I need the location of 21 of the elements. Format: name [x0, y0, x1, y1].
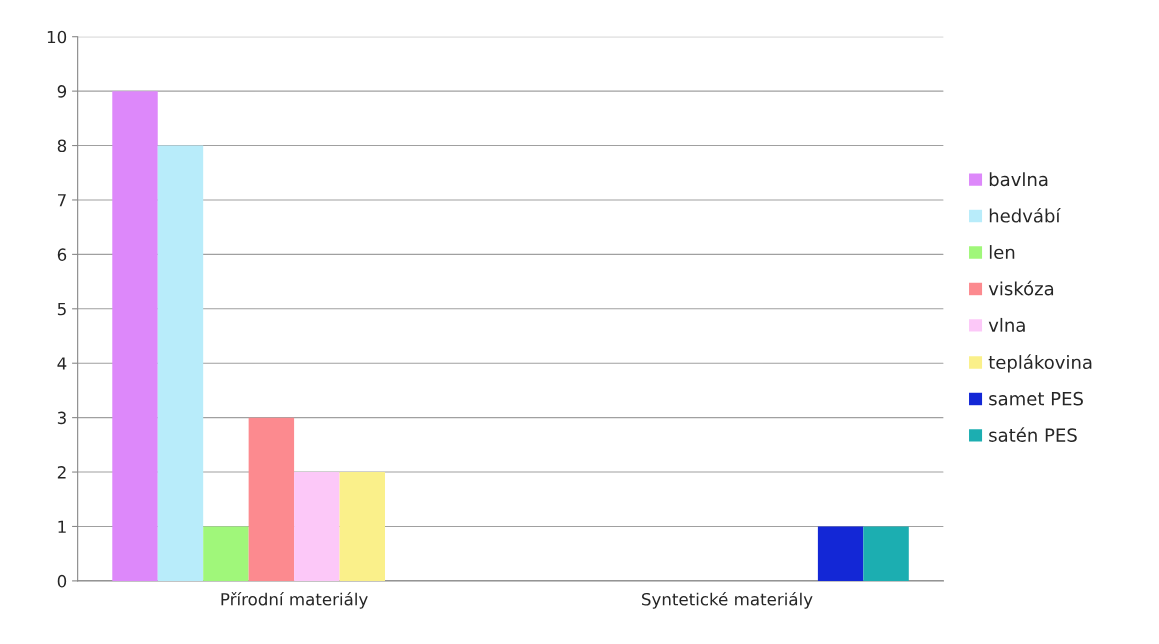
y-tick-label: 9: [57, 85, 67, 98]
legend-label: hedvábí: [989, 207, 1061, 223]
y-tick-label: 6: [57, 248, 67, 261]
y-tick-label: 10: [47, 30, 67, 44]
y-tick-label: 7: [58, 194, 66, 207]
legend-label: viskóza: [988, 280, 1054, 296]
legend-label: teplákovina: [988, 354, 1092, 373]
y-tick-label: 1: [58, 520, 66, 533]
y-tick-label: 5: [57, 302, 66, 316]
x-tick-label: Přírodní materiály: [221, 592, 368, 609]
y-tick-label: 8: [57, 139, 67, 153]
legend-label: samet PES: [989, 391, 1083, 406]
y-tick-label: 0: [57, 574, 67, 588]
x-tick-label: Syntetické materiály: [642, 592, 813, 609]
legend-label: vlna: [988, 317, 1025, 332]
legend-label: satén PES: [989, 427, 1077, 442]
y-tick-label: 3: [57, 411, 66, 425]
legend-label: len: [989, 245, 1015, 260]
legend-label: bavlna: [989, 172, 1048, 187]
y-tick-label: 2: [57, 466, 66, 479]
y-tick-label: 4: [57, 357, 67, 370]
